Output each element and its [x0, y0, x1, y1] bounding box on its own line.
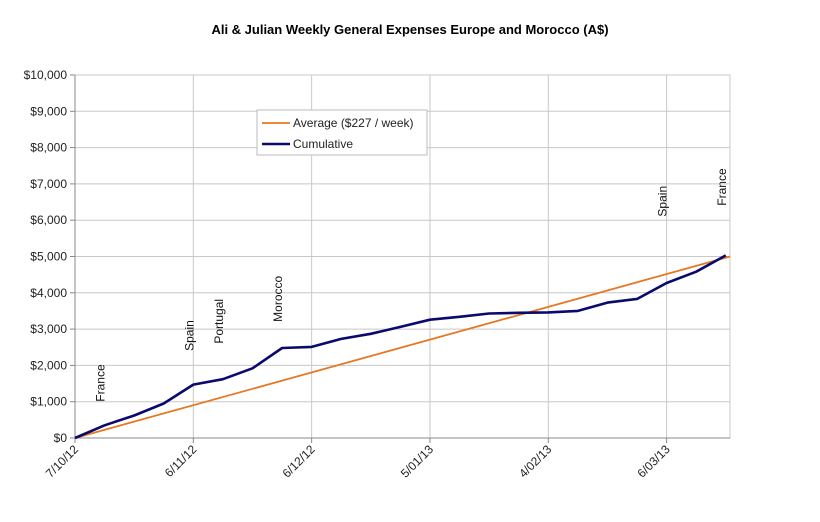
series-lines [74, 254, 731, 440]
legend-label: Cumulative [293, 137, 353, 151]
annotation-label: France [94, 364, 108, 402]
x-tick-label: 6/12/12 [280, 442, 318, 480]
x-tick-label: 5/01/13 [398, 442, 436, 480]
legend-box [256, 109, 428, 156]
chart-title: Ali & Julian Weekly General Expenses Eur… [211, 22, 608, 37]
series-line-average [74, 255, 731, 439]
x-tick-label: 6/11/12 [162, 442, 200, 480]
annotation-label: Portugal [212, 299, 226, 344]
annotations: France Spain Portugal Morocco Spain France [94, 168, 729, 402]
y-tick-label: $3,000 [30, 322, 67, 336]
y-tick-label: $2,000 [30, 358, 67, 372]
annotation-label: Spain [656, 186, 670, 217]
y-tick-label: $0 [54, 431, 68, 445]
y-tick-label: $6,000 [30, 213, 67, 227]
legend-label: Average ($227 / week) [293, 116, 414, 130]
legend: Average ($227 / week) Cumulative [256, 109, 428, 156]
annotation-label: Spain [182, 320, 196, 351]
y-tick-label: $9,000 [30, 104, 67, 118]
y-tick-label: $4,000 [30, 286, 67, 300]
x-tick-label: 7/10/12 [43, 442, 81, 480]
x-tick-label: 4/02/13 [516, 442, 554, 480]
annotation-label: France [715, 168, 729, 206]
series-line-cumulative [74, 254, 727, 440]
x-tick-label: 6/03/13 [635, 442, 673, 480]
y-tick-label: $1,000 [30, 395, 67, 409]
y-tick-label: $5,000 [30, 250, 67, 264]
annotation-label: Morocco [271, 276, 285, 322]
y-tick-label: $10,000 [24, 68, 68, 82]
y-tick-label: $7,000 [30, 177, 67, 191]
y-tick-label: $8,000 [30, 141, 67, 155]
